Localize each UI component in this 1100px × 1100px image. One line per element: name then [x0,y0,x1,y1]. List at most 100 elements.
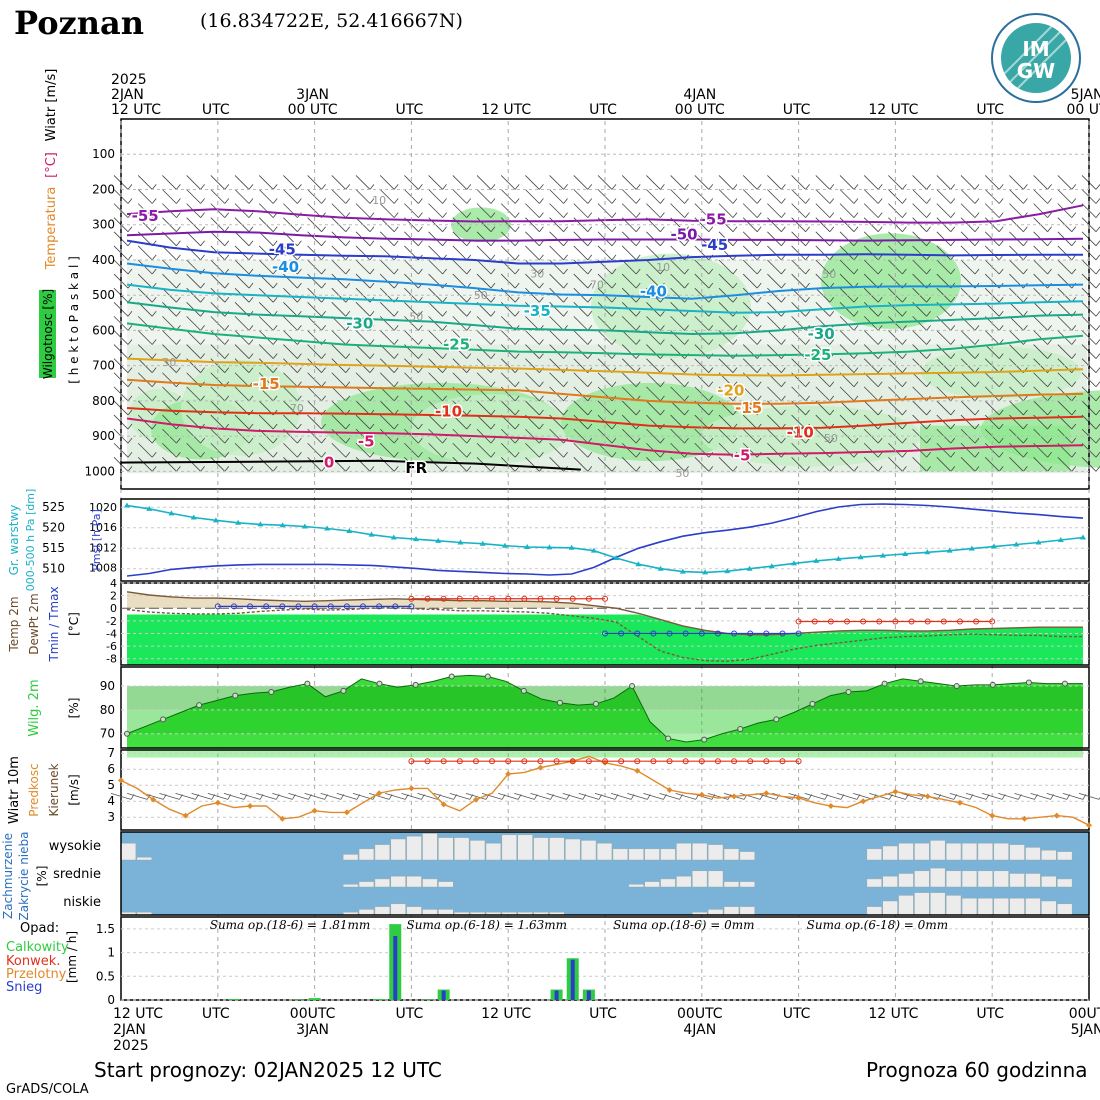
wind-speed-marker [892,788,899,795]
isotherm-line [126,262,1084,300]
cloud-bar [628,848,644,861]
precip-snow-bar [570,959,575,1000]
wind-barb [452,189,472,204]
cloud-bar [977,842,994,861]
wind-barb [767,217,786,232]
wind-barb [1057,400,1077,416]
wind-barb [379,372,399,388]
humidity-marker [989,681,996,688]
humidity-line [126,674,1083,743]
cloud-bar [723,906,740,916]
humidity-marker [448,673,455,680]
wind-barb [815,259,835,275]
wind-barb [718,428,738,444]
wind-barb [621,400,641,416]
wind-barb [646,428,665,444]
wind-barb [476,372,496,388]
time-axis-bottom-label: 12 UTC [868,1006,918,1022]
tminmax-marker [214,603,221,610]
isotherm-line [126,230,1084,242]
geopotential-tick: 510 [42,562,65,576]
wind-barb [452,203,472,218]
wind-tick: 4 [107,794,115,808]
geopotential-marker [146,505,153,511]
wind-barb [621,189,641,204]
wind-barb [162,442,181,458]
geopotential-marker [279,522,286,528]
wind-speed-marker [1021,815,1028,822]
wind-barb [597,302,617,317]
wind-barb [839,231,859,247]
wind-barb [767,175,786,190]
wind-barb [210,189,230,204]
wind-barb [500,400,520,416]
wind-barb [1033,344,1052,359]
wind-barb [452,330,472,345]
wind-barb [839,316,859,331]
time-axis-bottom-label: 00UTC [677,1006,723,1022]
tminmax-marker [360,603,366,610]
humidity-contour-label: 10 [372,194,386,207]
temperature-tick: -2 [106,615,117,628]
wind-barb [428,400,447,416]
temperature-tick: -6 [106,640,117,653]
wind-barb [767,287,786,303]
wind-barb [186,175,205,190]
time-axis-bottom-label: UTC [589,1006,617,1022]
wind-barb [500,245,520,261]
wind-speed-line [120,755,1090,826]
cloud-bar [676,842,692,861]
wind-barb [258,457,278,472]
wind-barb [1081,245,1100,261]
cloud-bar [422,833,438,861]
temperature-frame [120,582,1090,666]
wind-barb [452,442,472,458]
wind-barb [476,330,496,345]
wind-speed-marker [537,764,544,771]
wind-barb [476,344,496,359]
wind-gust-marker [456,758,463,765]
wind-barb [1081,175,1100,190]
freezing-line [120,459,581,471]
wind-barb [815,203,835,218]
wind-barb [1033,217,1052,232]
wind-barb [428,414,447,430]
cloud-bar [660,848,676,861]
wind-barb [1057,344,1077,359]
wind-barb [137,344,157,359]
forecast-horizon: Prognoza 60 godzinna [866,1058,1088,1082]
geopotential-tick: 525 [42,500,65,514]
wind-barb [331,457,351,472]
cloud-bar [1025,897,1041,916]
wind-speed-marker [731,793,738,800]
wind-barb [113,203,133,218]
cloud-bar [676,875,692,888]
cloud-bar [739,881,756,888]
isotherm-label: -5 [358,432,375,450]
wind-barb [767,259,786,275]
wind-speed-marker [472,796,479,803]
wind-barb [839,189,859,204]
wind-barb [573,203,593,218]
wind-barb [283,414,302,430]
wind-barb [549,217,568,232]
time-axis-top-label: UTC [976,102,1004,118]
humidity-blob [411,394,571,464]
tminmax-marker [779,630,786,637]
wind-barb [500,189,520,204]
tminmax-marker [569,595,576,602]
wind-barb [307,231,326,247]
precip-snow-bar [441,990,446,1000]
wind-barb [888,302,907,317]
isotherm-label: -55 [132,207,159,225]
wind-barb [621,372,641,388]
wind-barb [718,316,738,331]
time-axis-bottom-label: 3JAN [296,1022,329,1038]
wind-barb [670,400,689,416]
wind-barb [1033,189,1052,204]
wind-barb [428,203,447,218]
wind-barb [355,217,375,232]
tminmax-marker [811,618,818,625]
tminmax-marker [602,595,608,602]
cloud-bar [930,840,946,861]
